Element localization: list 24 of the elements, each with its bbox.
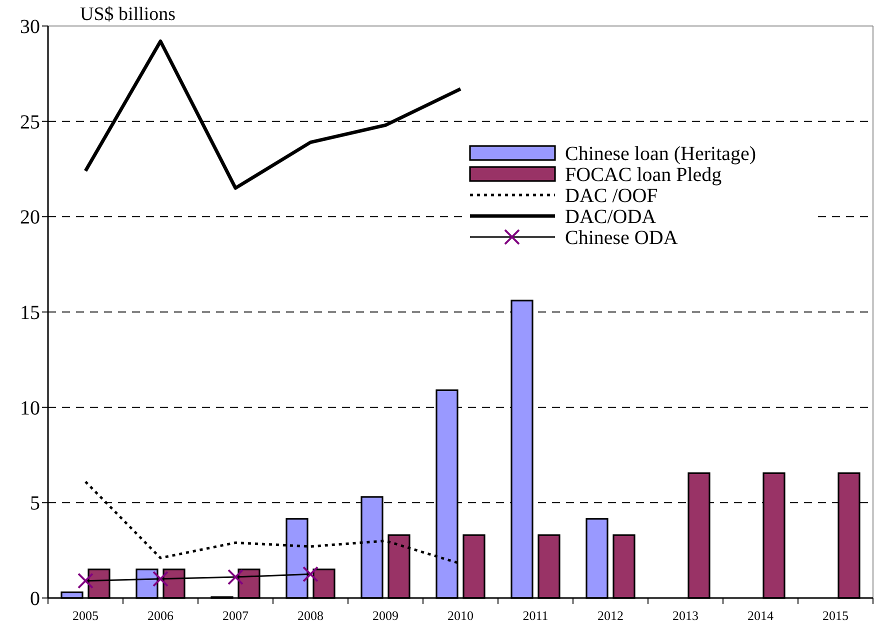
x-tick-label: 2014 [748,608,774,623]
y-tick-label: 25 [20,111,40,134]
y-tick-label: 15 [20,302,40,324]
x-tick-label: 2006 [148,608,174,623]
legend-label: FOCAC loan Pledg [565,164,722,186]
x-tick-label: 2013 [672,608,698,623]
y-tick-label: 0 [30,588,40,610]
x-tick-label: 2010 [448,608,474,623]
legend-label: Chinese ODA [565,227,678,249]
x-tick-label: 2012 [598,608,624,623]
legend-label: DAC /OOF [565,185,658,207]
y-axis-title: US$ billions [80,4,176,25]
y-tick-label: 5 [30,492,40,515]
x-tick-label: 2005 [72,608,98,623]
x-tick-label: 2008 [298,608,324,623]
y-tick-label: 20 [20,206,40,229]
x-tick-label: 2009 [372,608,398,623]
x-tick-label: 2011 [522,608,548,623]
legend-label: DAC/ODA [565,206,657,228]
x-tick-label: 2015 [822,608,848,623]
y-tick-label: 30 [20,16,40,38]
x-tick-label: 2007 [222,608,249,623]
y-tick-label: 10 [20,397,40,420]
legend-label: Chinese loan (Heritage) [565,143,756,165]
